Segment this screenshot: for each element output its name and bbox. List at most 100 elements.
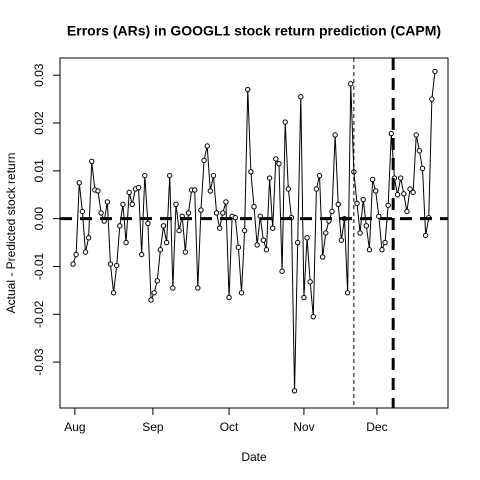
data-point bbox=[323, 230, 329, 236]
data-point bbox=[416, 148, 423, 154]
data-point bbox=[123, 239, 129, 246]
data-point bbox=[338, 237, 345, 243]
data-point bbox=[251, 204, 257, 210]
data-point bbox=[348, 81, 354, 87]
data-point bbox=[410, 189, 416, 196]
data-point bbox=[248, 169, 254, 175]
data-point bbox=[298, 94, 304, 100]
data-point bbox=[76, 180, 82, 186]
data-point bbox=[260, 237, 267, 243]
data-point bbox=[419, 165, 426, 172]
data-point bbox=[223, 199, 229, 205]
data-point bbox=[107, 261, 114, 267]
x-tick-label: Oct bbox=[220, 420, 239, 434]
data-point bbox=[394, 192, 401, 198]
data-point bbox=[354, 200, 360, 207]
data-point bbox=[404, 208, 410, 215]
data-point bbox=[245, 86, 251, 93]
data-point bbox=[276, 160, 282, 167]
data-point bbox=[266, 175, 273, 181]
data-point bbox=[407, 186, 413, 192]
data-point bbox=[138, 251, 145, 258]
data-point bbox=[307, 279, 313, 285]
data-point bbox=[85, 235, 92, 241]
data-point bbox=[117, 223, 123, 229]
data-point bbox=[313, 186, 320, 192]
data-point bbox=[95, 188, 101, 194]
x-tick-label: Sep bbox=[142, 420, 164, 434]
data-point bbox=[210, 172, 217, 179]
data-point bbox=[413, 132, 419, 138]
data-point bbox=[310, 313, 316, 320]
data-line bbox=[72, 71, 436, 391]
y-tick-label: 0.00 bbox=[32, 207, 46, 231]
data-point bbox=[282, 119, 288, 125]
data-point bbox=[104, 199, 111, 205]
data-point bbox=[82, 249, 89, 255]
data-point bbox=[163, 239, 170, 246]
data-point bbox=[145, 220, 151, 227]
data-point bbox=[301, 294, 307, 301]
data-point bbox=[335, 201, 341, 208]
y-axis-label: Actual - Predicted stock return bbox=[4, 153, 18, 314]
y-tick-label: -0.02 bbox=[32, 300, 46, 328]
data-point bbox=[173, 201, 179, 208]
data-point bbox=[213, 210, 220, 216]
x-axis-label: Date bbox=[241, 450, 267, 464]
data-point bbox=[151, 290, 157, 296]
data-point bbox=[135, 184, 142, 191]
data-point bbox=[216, 225, 223, 231]
data-point bbox=[388, 130, 395, 137]
data-point bbox=[148, 297, 154, 303]
data-point bbox=[73, 251, 79, 258]
data-point bbox=[120, 201, 126, 208]
data-point bbox=[198, 207, 204, 213]
data-point bbox=[142, 172, 148, 179]
x-tick-label: Nov bbox=[293, 420, 314, 434]
data-point bbox=[241, 227, 248, 234]
x-tick-label: Dec bbox=[366, 420, 387, 434]
data-point bbox=[129, 201, 136, 208]
data-point bbox=[382, 239, 388, 246]
data-point bbox=[182, 249, 189, 255]
data-point bbox=[363, 223, 370, 229]
data-point bbox=[70, 261, 76, 267]
chart-title: Errors (ARs) in GOOGL1 stock return pred… bbox=[67, 23, 441, 39]
data-point bbox=[160, 223, 167, 229]
data-point bbox=[366, 247, 373, 253]
y-tick-label: 0.01 bbox=[32, 159, 46, 183]
data-point bbox=[226, 294, 232, 301]
data-point bbox=[401, 191, 407, 197]
data-point bbox=[207, 188, 214, 194]
data-point bbox=[238, 290, 245, 296]
data-point bbox=[304, 235, 310, 241]
data-point bbox=[397, 175, 404, 181]
data-point bbox=[369, 176, 376, 183]
data-point bbox=[360, 196, 366, 203]
data-point bbox=[232, 214, 238, 221]
data-point bbox=[220, 210, 226, 216]
data-point bbox=[422, 232, 429, 239]
data-point bbox=[126, 189, 132, 196]
data-point bbox=[195, 285, 201, 291]
data-point bbox=[376, 213, 382, 219]
data-point bbox=[204, 143, 210, 149]
data-point bbox=[192, 187, 198, 193]
data-point bbox=[385, 202, 391, 208]
data-point bbox=[79, 208, 86, 215]
data-point bbox=[170, 285, 176, 291]
data-point bbox=[110, 290, 117, 296]
data-point bbox=[357, 230, 363, 236]
data-point bbox=[344, 290, 351, 296]
data-point bbox=[185, 210, 192, 216]
data-point bbox=[432, 68, 438, 75]
y-tick-label: 0.03 bbox=[32, 63, 46, 87]
data-point bbox=[329, 208, 335, 215]
data-point bbox=[285, 186, 292, 192]
data-point bbox=[167, 172, 173, 179]
data-point bbox=[98, 210, 104, 216]
data-point bbox=[294, 239, 301, 246]
data-point bbox=[319, 254, 326, 260]
data-point bbox=[254, 242, 260, 248]
x-tick-label: Aug bbox=[64, 420, 85, 434]
